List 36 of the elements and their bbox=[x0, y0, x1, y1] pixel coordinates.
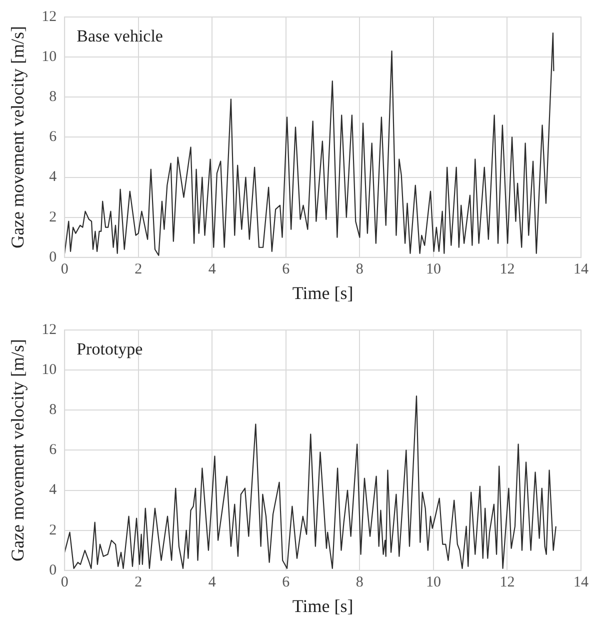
y-tick-label: 10 bbox=[42, 362, 57, 378]
x-tick-label: 0 bbox=[60, 574, 68, 590]
y-tick-label: 8 bbox=[49, 89, 57, 106]
x-tick-label: 12 bbox=[500, 261, 515, 278]
x-tick-label: 14 bbox=[574, 574, 589, 590]
x-tick-label: 6 bbox=[282, 261, 290, 278]
y-axis-title: Gaze movement velocity [m/s] bbox=[8, 338, 28, 562]
y-tick-label: 2 bbox=[49, 522, 57, 538]
y-axis-title: Gaze movement velocity [m/s] bbox=[8, 26, 28, 248]
y-tick-label: 2 bbox=[49, 209, 57, 226]
text: Base vehicle bbox=[76, 26, 163, 46]
x-tick-label: 6 bbox=[282, 574, 290, 590]
x-tick-label: 14 bbox=[574, 261, 589, 278]
x-tick-label: 10 bbox=[426, 261, 441, 278]
y-tick-label: 12 bbox=[42, 8, 57, 25]
x-axis-title: Time [s] bbox=[292, 282, 354, 303]
x-tick-label: 8 bbox=[356, 574, 364, 590]
x-tick-label: 2 bbox=[134, 261, 142, 278]
x-tick-label: 4 bbox=[208, 574, 216, 590]
x-tick-label: 2 bbox=[134, 574, 142, 590]
x-tick-label: 4 bbox=[208, 261, 216, 278]
y-tick-label: 4 bbox=[49, 482, 58, 498]
x-tick-label: 8 bbox=[356, 261, 364, 278]
y-tick-label: 12 bbox=[42, 322, 57, 338]
y-tick-label: 0 bbox=[49, 249, 57, 266]
y-tick-label: 0 bbox=[49, 562, 57, 578]
y-tick-label: 4 bbox=[49, 169, 58, 186]
y-tick-label: 6 bbox=[49, 129, 58, 146]
y-tick-label: 10 bbox=[42, 49, 57, 66]
x-tick-label: 12 bbox=[500, 574, 515, 590]
x-tick-label: 10 bbox=[426, 574, 441, 590]
y-tick-label: 6 bbox=[49, 442, 58, 458]
x-axis-title: Time [s] bbox=[292, 596, 354, 616]
y-tick-label: 8 bbox=[49, 402, 57, 418]
x-tick-label: 0 bbox=[60, 261, 68, 278]
text: Prototype bbox=[76, 339, 143, 358]
